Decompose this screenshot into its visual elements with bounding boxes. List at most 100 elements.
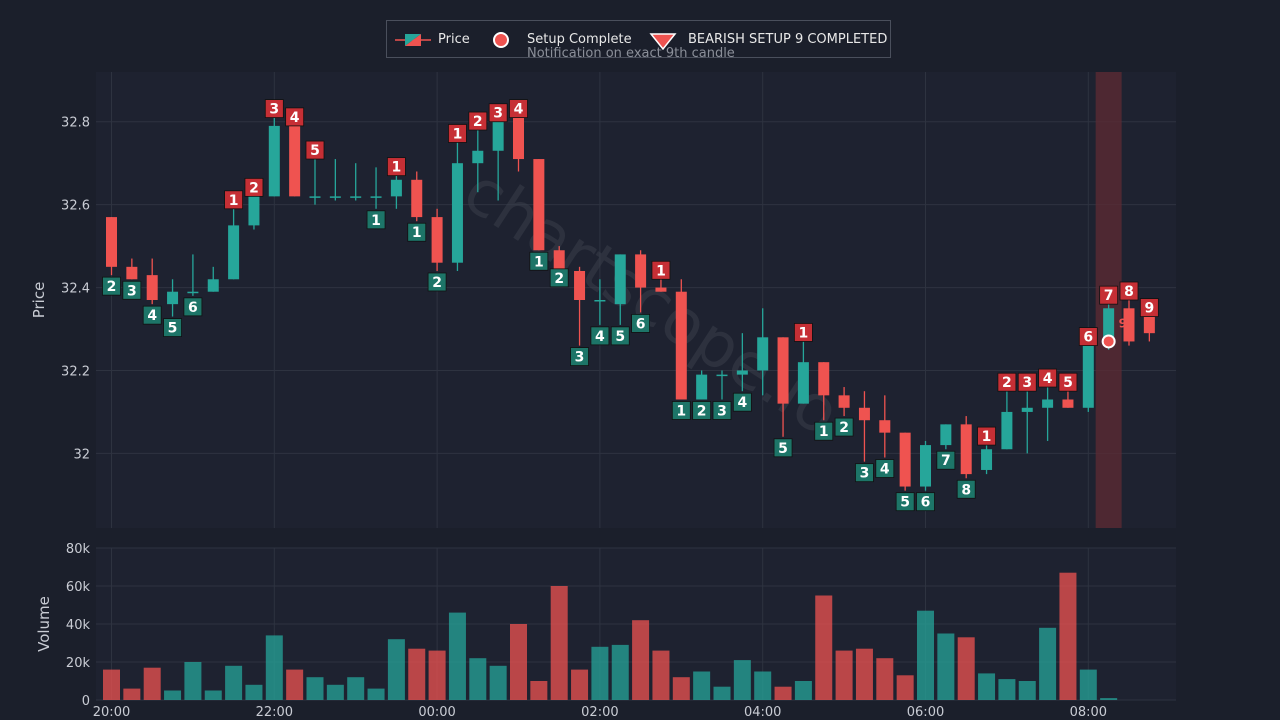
setup-count-label: 3 — [575, 350, 585, 366]
candle-body — [146, 275, 158, 300]
setup-count-badge — [1058, 372, 1078, 392]
setup-count-badge — [1017, 372, 1037, 392]
volume-bar — [469, 658, 487, 700]
candle-body — [309, 196, 321, 198]
setup-count-label: 6 — [636, 316, 646, 332]
setup-count-badge — [997, 372, 1017, 392]
setup-count-label: 1 — [392, 160, 402, 176]
setup-count-label: 1 — [676, 403, 686, 419]
candle-body — [431, 217, 443, 263]
volume-bar — [265, 635, 283, 700]
setup-count-badge — [1099, 285, 1119, 305]
volume-bar — [794, 681, 812, 700]
setup-count-label: 3 — [127, 283, 137, 299]
setup-complete-label: 9 — [1119, 316, 1127, 330]
setup-count-badge — [122, 280, 142, 300]
setup-count-label: 5 — [615, 329, 625, 345]
legend-subtitle: Notification on exact 9th candle — [527, 46, 735, 61]
setup-count-badge — [488, 103, 508, 123]
candle-body — [777, 337, 789, 404]
setup-count-badge — [264, 99, 284, 118]
x-tick-label: 08:00 — [1070, 705, 1107, 720]
setup-count-label: 2 — [432, 275, 442, 291]
volume-tick-label: 40k — [66, 618, 91, 633]
volume-bar — [693, 671, 711, 700]
x-tick-label: 22:00 — [256, 705, 293, 720]
volume-bar — [428, 650, 446, 700]
volume-tick-label: 0 — [82, 694, 90, 709]
setup-count-badge — [163, 318, 182, 337]
candle-body — [1042, 399, 1054, 408]
setup-count-label: 4 — [514, 102, 524, 118]
setup-count-label: 2 — [554, 271, 564, 287]
price-tick-label: 32.4 — [61, 282, 90, 297]
candle-body — [1082, 345, 1094, 408]
setup-count-label: 3 — [493, 106, 503, 122]
setup-count-label: 2 — [107, 279, 117, 295]
setup-count-label: 1 — [819, 424, 829, 440]
x-tick-label: 04:00 — [744, 705, 781, 720]
setup-count-label: 7 — [941, 453, 951, 469]
candle-body — [757, 337, 769, 371]
setup-count-label: 1 — [656, 263, 666, 279]
setup-count-label: 5 — [1063, 375, 1073, 391]
setup-count-label: 1 — [799, 325, 809, 341]
setup-count-label: 1 — [371, 213, 381, 229]
setup-count-label: 9 — [1144, 301, 1154, 317]
price-tick-label: 32.8 — [61, 116, 90, 131]
setup-count-badge — [509, 99, 528, 118]
setup-count-label: 3 — [860, 466, 870, 482]
setup-count-label: 3 — [1022, 375, 1032, 391]
volume-tick-label: 80k — [66, 542, 91, 557]
candle-body — [899, 432, 911, 487]
volume-bar — [550, 586, 568, 700]
setup-count-label: 6 — [1083, 330, 1093, 346]
setup-count-label: 5 — [900, 495, 910, 511]
setup-count-label: 7 — [1104, 288, 1114, 304]
setup-count-badge — [183, 297, 203, 317]
candle-body — [614, 254, 626, 305]
setup-count-badge — [407, 222, 427, 242]
volume-bar — [815, 595, 833, 700]
setup-count-badge — [224, 190, 244, 210]
setup-count-label: 8 — [961, 482, 971, 498]
setup-count-label: 5 — [778, 441, 788, 457]
candle-body — [594, 300, 606, 302]
setup-count-label: 5 — [310, 143, 320, 159]
setup-count-label: 2 — [473, 114, 483, 130]
volume-bar — [1100, 698, 1118, 700]
volume-bar — [347, 677, 365, 700]
candle-body — [1062, 399, 1074, 408]
setup-count-badge — [366, 210, 386, 230]
setup-count-badge — [570, 347, 589, 367]
volume-bar — [1079, 669, 1097, 700]
setup-count-badge — [834, 417, 854, 437]
legend: Price Setup Complete BEARISH SETUP 9 COM… — [386, 20, 891, 61]
volume-bar — [835, 650, 853, 700]
candle-body — [655, 287, 667, 292]
candle-body — [187, 291, 199, 294]
setup-count-label: 6 — [188, 300, 198, 316]
setup-count-label: 2 — [249, 180, 259, 196]
candle-body — [1021, 407, 1033, 412]
setup-count-badge — [814, 421, 834, 441]
legend-price-label: Price — [438, 32, 470, 47]
setup-count-badge — [977, 426, 996, 446]
candle-body — [818, 362, 830, 396]
candle-body — [228, 225, 240, 280]
volume-tick-label: 60k — [66, 580, 91, 595]
candle-body — [1123, 308, 1135, 342]
candle-body — [858, 407, 870, 421]
volume-bar — [855, 648, 873, 700]
setup-count-badge — [692, 401, 712, 420]
setup-count-label: 4 — [737, 395, 747, 411]
candle-body — [1001, 411, 1013, 450]
candlestick-icon — [395, 32, 431, 48]
setup-count-label: 1 — [982, 429, 992, 445]
setup-count-badge — [102, 276, 121, 296]
volume-bar — [754, 671, 772, 700]
setup-count-label: 1 — [453, 126, 463, 142]
setup-count-badge — [305, 140, 325, 160]
